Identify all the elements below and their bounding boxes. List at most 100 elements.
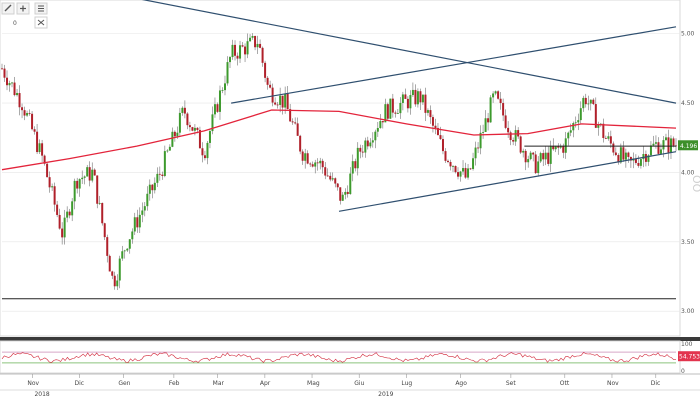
candle-down bbox=[173, 131, 176, 137]
candle-up bbox=[63, 217, 66, 238]
trendline bbox=[338, 151, 677, 212]
candle-down bbox=[111, 271, 114, 276]
candle-down bbox=[241, 45, 244, 47]
candle-up bbox=[426, 110, 429, 113]
candle-down bbox=[386, 104, 389, 119]
candle-up bbox=[607, 136, 610, 139]
candle-up bbox=[544, 152, 547, 160]
candle-up bbox=[597, 124, 600, 128]
rsi-panel-frame bbox=[0, 340, 681, 374]
candle-up bbox=[126, 248, 129, 251]
candle-down bbox=[88, 167, 91, 181]
candle-up bbox=[479, 132, 482, 149]
candle-down bbox=[454, 165, 457, 173]
candle-down bbox=[93, 169, 96, 176]
candle-up bbox=[16, 93, 19, 96]
candle-up bbox=[371, 140, 374, 143]
candle-down bbox=[464, 168, 467, 178]
candle-up bbox=[351, 161, 354, 174]
panel-separator[interactable] bbox=[0, 337, 700, 341]
candle-down bbox=[309, 163, 312, 165]
candle-up bbox=[639, 159, 642, 166]
candle-down bbox=[592, 99, 595, 105]
y-tick-label: 5.00 bbox=[681, 31, 695, 38]
candle-down bbox=[672, 138, 675, 146]
candle-up bbox=[467, 168, 470, 178]
candle-down bbox=[244, 46, 247, 55]
candle-up bbox=[494, 91, 497, 94]
candle-down bbox=[604, 137, 607, 139]
candle-up bbox=[654, 142, 657, 144]
candle-up bbox=[664, 137, 667, 141]
candle-down bbox=[264, 62, 267, 78]
candle-down bbox=[158, 173, 161, 175]
candle-up bbox=[522, 150, 525, 153]
candle-up bbox=[73, 180, 76, 202]
candle-up bbox=[86, 167, 89, 177]
candle-up bbox=[279, 95, 282, 105]
candle-down bbox=[512, 140, 515, 142]
candle-up bbox=[223, 83, 226, 91]
chart-settings-icon[interactable] bbox=[34, 2, 48, 15]
candle-down bbox=[359, 147, 362, 152]
date-label: Ott bbox=[560, 380, 570, 387]
trendline bbox=[231, 26, 677, 104]
candle-down bbox=[76, 180, 79, 189]
candle-down bbox=[201, 148, 204, 156]
candle-down bbox=[366, 140, 369, 147]
candle-down bbox=[13, 82, 16, 96]
candle-up bbox=[647, 155, 650, 162]
date-label: Nov bbox=[607, 380, 619, 387]
candle-down bbox=[457, 172, 460, 177]
candle-up bbox=[537, 161, 540, 174]
date-label: Dic bbox=[75, 380, 85, 387]
candle-down bbox=[502, 103, 505, 116]
candle-up bbox=[554, 145, 557, 150]
side-badge: OO bbox=[690, 175, 700, 193]
candle-down bbox=[614, 152, 617, 156]
candle-down bbox=[532, 152, 535, 155]
candle-up bbox=[582, 97, 585, 109]
date-label: Apr bbox=[260, 380, 271, 387]
candle-down bbox=[301, 151, 304, 161]
pencil-icon[interactable] bbox=[1, 2, 15, 15]
year-label: 2019 bbox=[378, 391, 393, 398]
candle-down bbox=[216, 104, 219, 112]
candle-down bbox=[53, 186, 56, 205]
candle-down bbox=[627, 152, 630, 157]
candle-down bbox=[594, 104, 597, 128]
candle-down bbox=[617, 155, 620, 163]
price-panel-frame bbox=[0, 0, 681, 337]
candle-down bbox=[198, 129, 201, 149]
candle-down bbox=[336, 183, 339, 188]
candle-up bbox=[659, 149, 662, 154]
candle-up bbox=[208, 131, 211, 143]
candle-down bbox=[334, 178, 337, 184]
zoom-in-icon[interactable] bbox=[16, 2, 30, 15]
close-icon[interactable] bbox=[34, 16, 48, 29]
candle-down bbox=[324, 167, 327, 176]
candle-up bbox=[409, 95, 412, 109]
candle-up bbox=[642, 153, 645, 160]
candle-down bbox=[266, 77, 269, 85]
candle-up bbox=[246, 41, 249, 55]
candle-down bbox=[294, 122, 297, 124]
candle-down bbox=[499, 98, 502, 104]
candle-down bbox=[381, 121, 384, 123]
candle-up bbox=[304, 153, 307, 161]
candle-down bbox=[274, 102, 277, 105]
candle-down bbox=[644, 153, 647, 162]
candle-up bbox=[319, 160, 322, 164]
last-price-label: 4.196 bbox=[680, 143, 697, 150]
candle-up bbox=[211, 114, 214, 132]
candle-up bbox=[527, 159, 530, 163]
candle-down bbox=[424, 94, 427, 113]
candle-up bbox=[472, 158, 475, 169]
candle-down bbox=[436, 127, 439, 136]
candle-down bbox=[56, 204, 59, 215]
candle-up bbox=[213, 104, 216, 115]
candle-up bbox=[619, 147, 622, 163]
candle-down bbox=[534, 154, 537, 174]
candle-up bbox=[396, 113, 399, 114]
candle-up bbox=[176, 132, 179, 137]
